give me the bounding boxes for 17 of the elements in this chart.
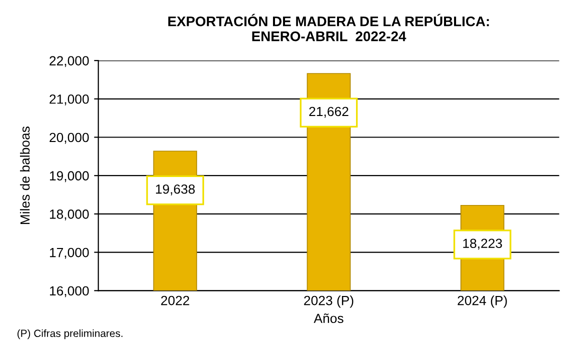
y-axis-title: Miles de balboas (20, 126, 30, 224)
y-tick-label: 17,000 (50, 248, 89, 259)
y-tick-label: 22,000 (50, 56, 89, 68)
y-tick-label: 20,000 (50, 132, 89, 144)
data-label: 19,638 (156, 184, 195, 196)
y-tick-label: 18,000 (50, 210, 89, 220)
x-tick-label: 2024 (P) (458, 296, 507, 308)
x-tick-label: 2022 (161, 296, 190, 306)
y-tick-label: 21,000 (50, 94, 89, 106)
x-tick-label: 2023 (P) (304, 296, 354, 308)
x-axis-title: Años (314, 313, 344, 324)
y-tick-label: 16,000 (50, 286, 89, 298)
text: (P) Cifras preliminares. (18, 329, 122, 340)
data-label: 21,662 (309, 106, 348, 118)
chart-title: EXPORTACIÓN DE MADERA DE LA REPÚBLICA: ENERO-ABRIL 2022-24 (168, 14, 489, 42)
data-label: 18,223 (463, 238, 502, 250)
y-tick-label: 19,000 (50, 171, 89, 182)
